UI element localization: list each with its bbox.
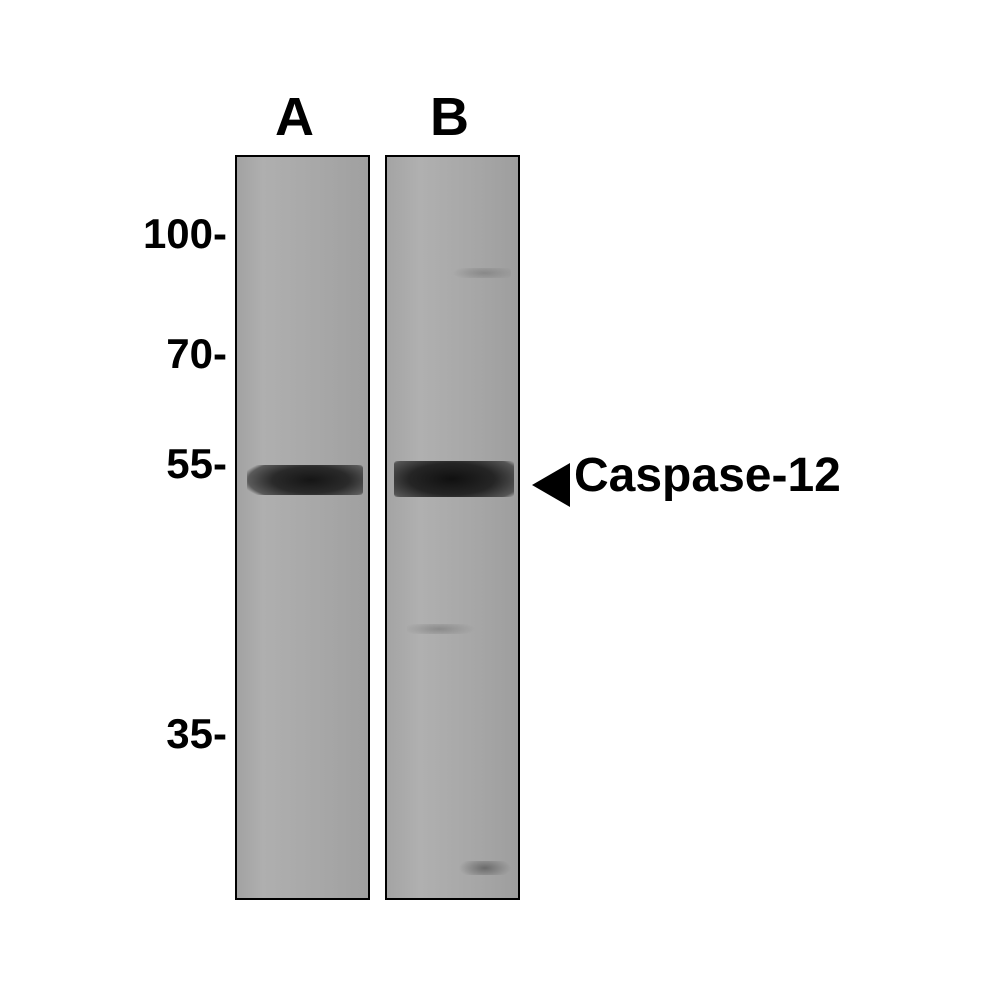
band (446, 268, 512, 278)
lane-label-b: B (430, 86, 469, 148)
band (459, 861, 511, 875)
marker-35: 35- (166, 710, 227, 758)
marker-55: 55- (166, 440, 227, 488)
blot-figure: A B 100- 70- 55- 35- Caspase-12 (0, 0, 1000, 1000)
lane-label-a: A (275, 86, 314, 148)
lane-a-membrane (237, 157, 368, 898)
marker-70: 70- (166, 330, 227, 378)
band (394, 461, 515, 497)
marker-100: 100- (143, 210, 227, 258)
protein-label: Caspase-12 (574, 448, 841, 503)
lane-a (235, 155, 370, 900)
lane-b-membrane (387, 157, 518, 898)
band (407, 624, 479, 634)
lane-b (385, 155, 520, 900)
band-pointer-arrow (532, 463, 570, 507)
band (247, 465, 362, 495)
